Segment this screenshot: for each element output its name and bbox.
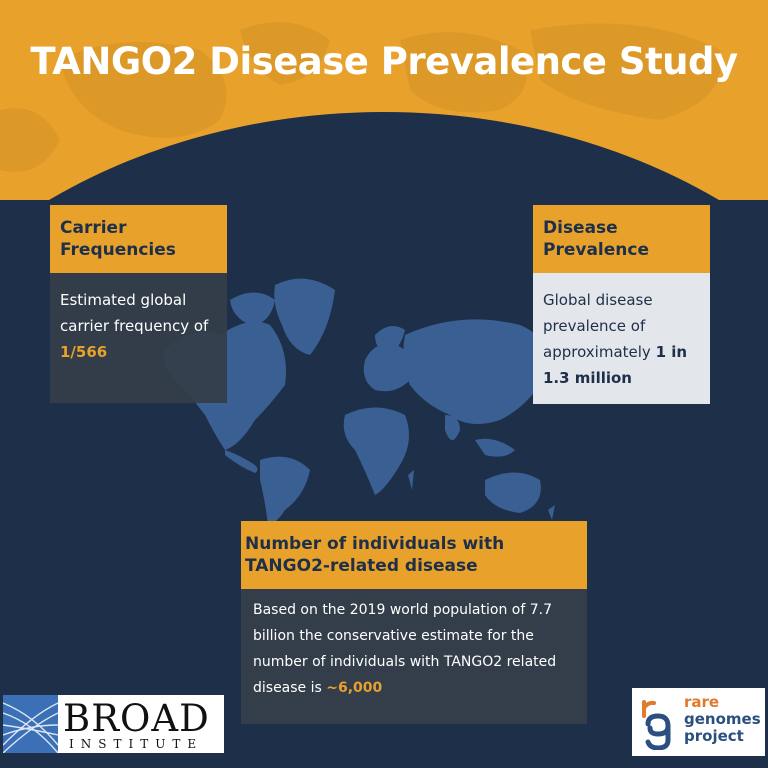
rgp-line-genomes: genomes (684, 710, 761, 728)
individuals-count-card: Number of individuals with TANGO2-relate… (241, 521, 587, 724)
rgp-wordmark: rare genomes project (684, 694, 761, 745)
heading-line: TANGO2-related disease (245, 556, 478, 576)
rare-genomes-project-logo: rare genomes project (632, 688, 765, 756)
body-text: Global disease prevalence of approximate… (543, 291, 653, 361)
heading-line: Disease (543, 218, 618, 238)
broad-subtitle: INSTITUTE (69, 737, 204, 751)
broad-institute-logo: BROAD INSTITUTE (3, 695, 224, 753)
heading-line: Prevalence (543, 240, 649, 260)
carrier-frequencies-card: Carrier Frequencies Estimated global car… (50, 205, 227, 403)
card-body: Based on the 2019 world population of 7.… (241, 589, 587, 724)
heading-line: Carrier (60, 218, 127, 238)
card-body: Global disease prevalence of approximate… (533, 273, 710, 404)
card-heading: Disease Prevalence (533, 205, 710, 273)
body-text: Based on the 2019 world population of 7.… (253, 602, 557, 696)
carrier-frequency-value: 1/566 (60, 343, 108, 361)
page-title: TANGO2 Disease Prevalence Study (30, 40, 738, 83)
broad-mark-icon (3, 695, 58, 753)
body-text: Estimated global carrier frequency of (60, 291, 209, 335)
rgp-line-project: project (684, 727, 744, 745)
individuals-count-value: ~6,000 (326, 680, 383, 696)
header-band (0, 0, 768, 200)
card-heading: Carrier Frequencies (50, 205, 227, 273)
rgp-mark-icon (642, 700, 671, 750)
broad-wordmark: BROAD (63, 697, 210, 740)
prevalence-value: 1 in 1.3 million (543, 343, 688, 387)
background-world-map (0, 22, 722, 172)
disease-prevalence-card: Disease Prevalence Global disease preval… (533, 205, 710, 404)
rgp-line-rare: rare (684, 693, 720, 711)
card-heading: Number of individuals with TANGO2-relate… (241, 521, 587, 589)
heading-line: Frequencies (60, 240, 176, 260)
world-map (163, 278, 555, 525)
heading-line: Number of individuals with (245, 534, 505, 554)
card-body: Estimated global carrier frequency of 1/… (50, 273, 227, 403)
